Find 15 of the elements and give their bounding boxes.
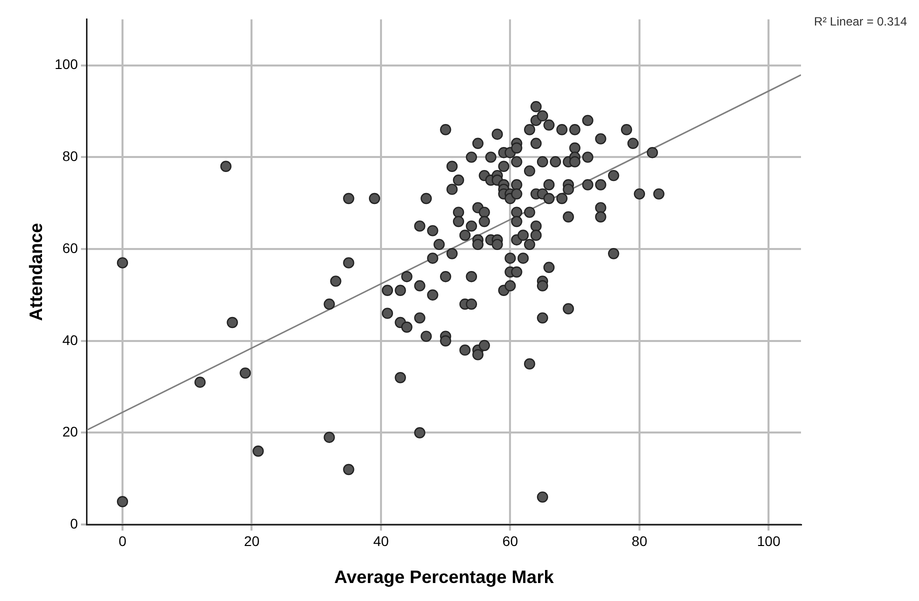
x-tick-label: 80 (632, 532, 648, 549)
x-tick-label: 0 (118, 532, 127, 549)
y-tick-label: 100 (54, 56, 78, 72)
y-tick-label: 60 (62, 240, 78, 256)
x-axis-title: Average Percentage Mark (334, 567, 555, 588)
x-tick-label: 60 (502, 532, 518, 549)
y-tick-label: 40 (62, 332, 78, 348)
x-tick-label: 20 (244, 532, 260, 549)
x-tick-label: 100 (757, 532, 781, 549)
y-tick-label: 20 (62, 424, 78, 440)
y-axis-title: Attendance (26, 222, 46, 322)
y-tick-label: 0 (70, 515, 78, 532)
y-tick-label: 80 (62, 148, 78, 164)
x-tick-label: 40 (373, 532, 389, 549)
text: R² Linear = 0.314 (814, 14, 908, 28)
